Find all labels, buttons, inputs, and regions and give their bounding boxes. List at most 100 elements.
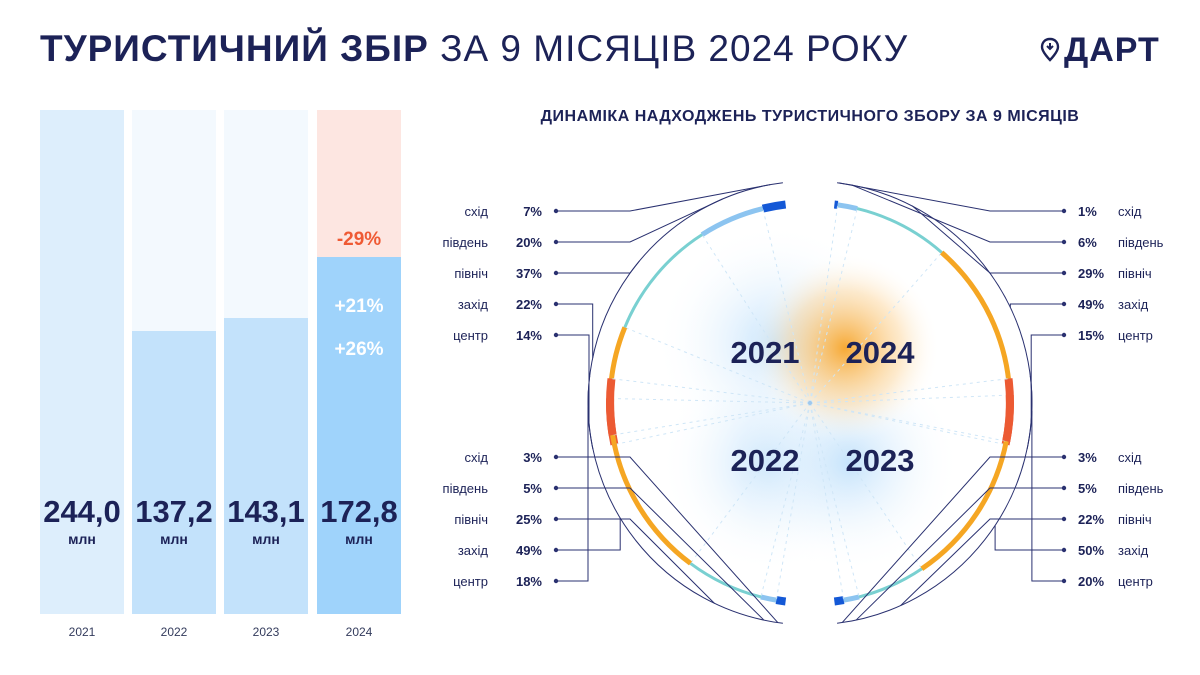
leader-line [855, 487, 1064, 621]
leader-line [994, 525, 1064, 551]
leader-line [851, 184, 1064, 243]
leader-line [556, 407, 589, 582]
leader-line [1031, 410, 1064, 582]
leader-dot [1061, 547, 1067, 553]
share-label: 14% [516, 328, 542, 343]
segment-divider [809, 402, 923, 570]
change-percent-label: +26% [334, 339, 384, 360]
leader-dot [553, 485, 559, 491]
segment-divider [701, 234, 811, 404]
leader-line [1030, 334, 1064, 422]
segment-divider [809, 402, 845, 601]
segment-divider [624, 326, 811, 404]
segment-divider [809, 402, 860, 598]
segment-divider [809, 378, 1009, 404]
segment-південь [843, 594, 860, 603]
region-label: захід [1118, 297, 1149, 312]
segment-південь [760, 594, 777, 603]
share-label: 15% [1078, 328, 1104, 343]
share-label: 29% [1078, 266, 1104, 281]
segment-схід [761, 200, 787, 213]
leader-dot [553, 516, 559, 522]
leader-line [841, 456, 1064, 623]
share-label: 49% [1078, 297, 1104, 312]
bar-value-label: 143,1 [227, 494, 305, 529]
region-label: північ [454, 512, 488, 527]
leader-line [900, 518, 1064, 606]
year-label: 2022 [731, 443, 800, 478]
page-title: ТУРИСТИЧНИЙ ЗБІР ЗА 9 МІСЯЦІВ 2024 РОКУ [40, 28, 908, 70]
leader-dot [1061, 301, 1067, 307]
share-label: 5% [1078, 481, 1097, 496]
bar-unit-label: млн [160, 531, 188, 547]
year-label: 2023 [846, 443, 915, 478]
leader-line [556, 198, 723, 243]
segment-divider [614, 402, 811, 446]
segment-центр [1002, 378, 1014, 442]
outer-ring [587, 375, 783, 624]
bar-unit-label: млн [345, 531, 373, 547]
leader-dot [553, 332, 559, 338]
bar-year-label: 2024 [345, 625, 373, 639]
share-label: 25% [516, 512, 542, 527]
region-label: схід [465, 450, 489, 465]
leader-line [556, 334, 590, 424]
logo-text: ДАРТ [1064, 30, 1160, 69]
outer-ring [837, 375, 1033, 624]
leader-dot [553, 547, 559, 553]
bar [317, 257, 401, 614]
segment-divider [775, 402, 811, 601]
chart-title: ДИНАМІКА НАДХОДЖЕНЬ ТУРИСТИЧНОГО ЗБОРУ З… [540, 108, 1080, 125]
leader-line [556, 518, 715, 604]
region-label: центр [1118, 328, 1153, 343]
location-pin-icon [1040, 37, 1060, 62]
region-label: північ [1118, 512, 1152, 527]
region-label: південь [443, 481, 489, 496]
title-light: ЗА 9 МІСЯЦІВ 2024 РОКУ [440, 28, 909, 69]
region-label: південь [1118, 481, 1164, 496]
segment-divider [809, 402, 1006, 446]
segment-схід [775, 596, 787, 606]
share-label: 37% [516, 266, 542, 281]
center-dot [808, 401, 812, 405]
change-percent-label: +21% [334, 296, 384, 317]
leader-dot [553, 301, 559, 307]
segment-divider [809, 252, 943, 404]
leader-dot [1061, 516, 1067, 522]
share-label: 22% [516, 297, 542, 312]
change-percent-label: -29% [336, 229, 382, 250]
share-label: 22% [1078, 512, 1104, 527]
segment-схід [833, 596, 845, 606]
region-label: центр [1118, 574, 1153, 589]
share-label: 49% [516, 543, 542, 558]
bar-value-label: 137,2 [135, 494, 213, 529]
glow-2024 [750, 253, 940, 443]
bar-unit-label: млн [252, 531, 280, 547]
segment-північ [689, 562, 762, 599]
bar-value-label: 172,8 [320, 494, 398, 529]
leader-line [556, 487, 765, 621]
bar [132, 331, 216, 614]
bar [224, 318, 308, 614]
leader-dot [1061, 239, 1067, 245]
segment-захід [920, 440, 1009, 571]
segment-divider [690, 402, 811, 564]
bar [40, 110, 124, 614]
segment-divider [762, 208, 811, 404]
share-label: 20% [1078, 574, 1104, 589]
segment-північ [856, 207, 943, 254]
leader-line [556, 303, 594, 358]
logo: ДАРТ [1040, 30, 1160, 70]
share-label: 1% [1078, 204, 1097, 219]
leader-dot [1061, 485, 1067, 491]
leader-line [556, 184, 771, 212]
segment-divider [809, 208, 858, 404]
region-label: схід [465, 204, 489, 219]
bar-value-label: 244,0 [43, 494, 121, 529]
segment-північ [623, 233, 703, 328]
leader-line [556, 456, 779, 623]
segment-divider [760, 402, 811, 598]
bar-unit-label: млн [68, 531, 96, 547]
segment-південь [700, 206, 764, 237]
share-label: 3% [523, 450, 542, 465]
